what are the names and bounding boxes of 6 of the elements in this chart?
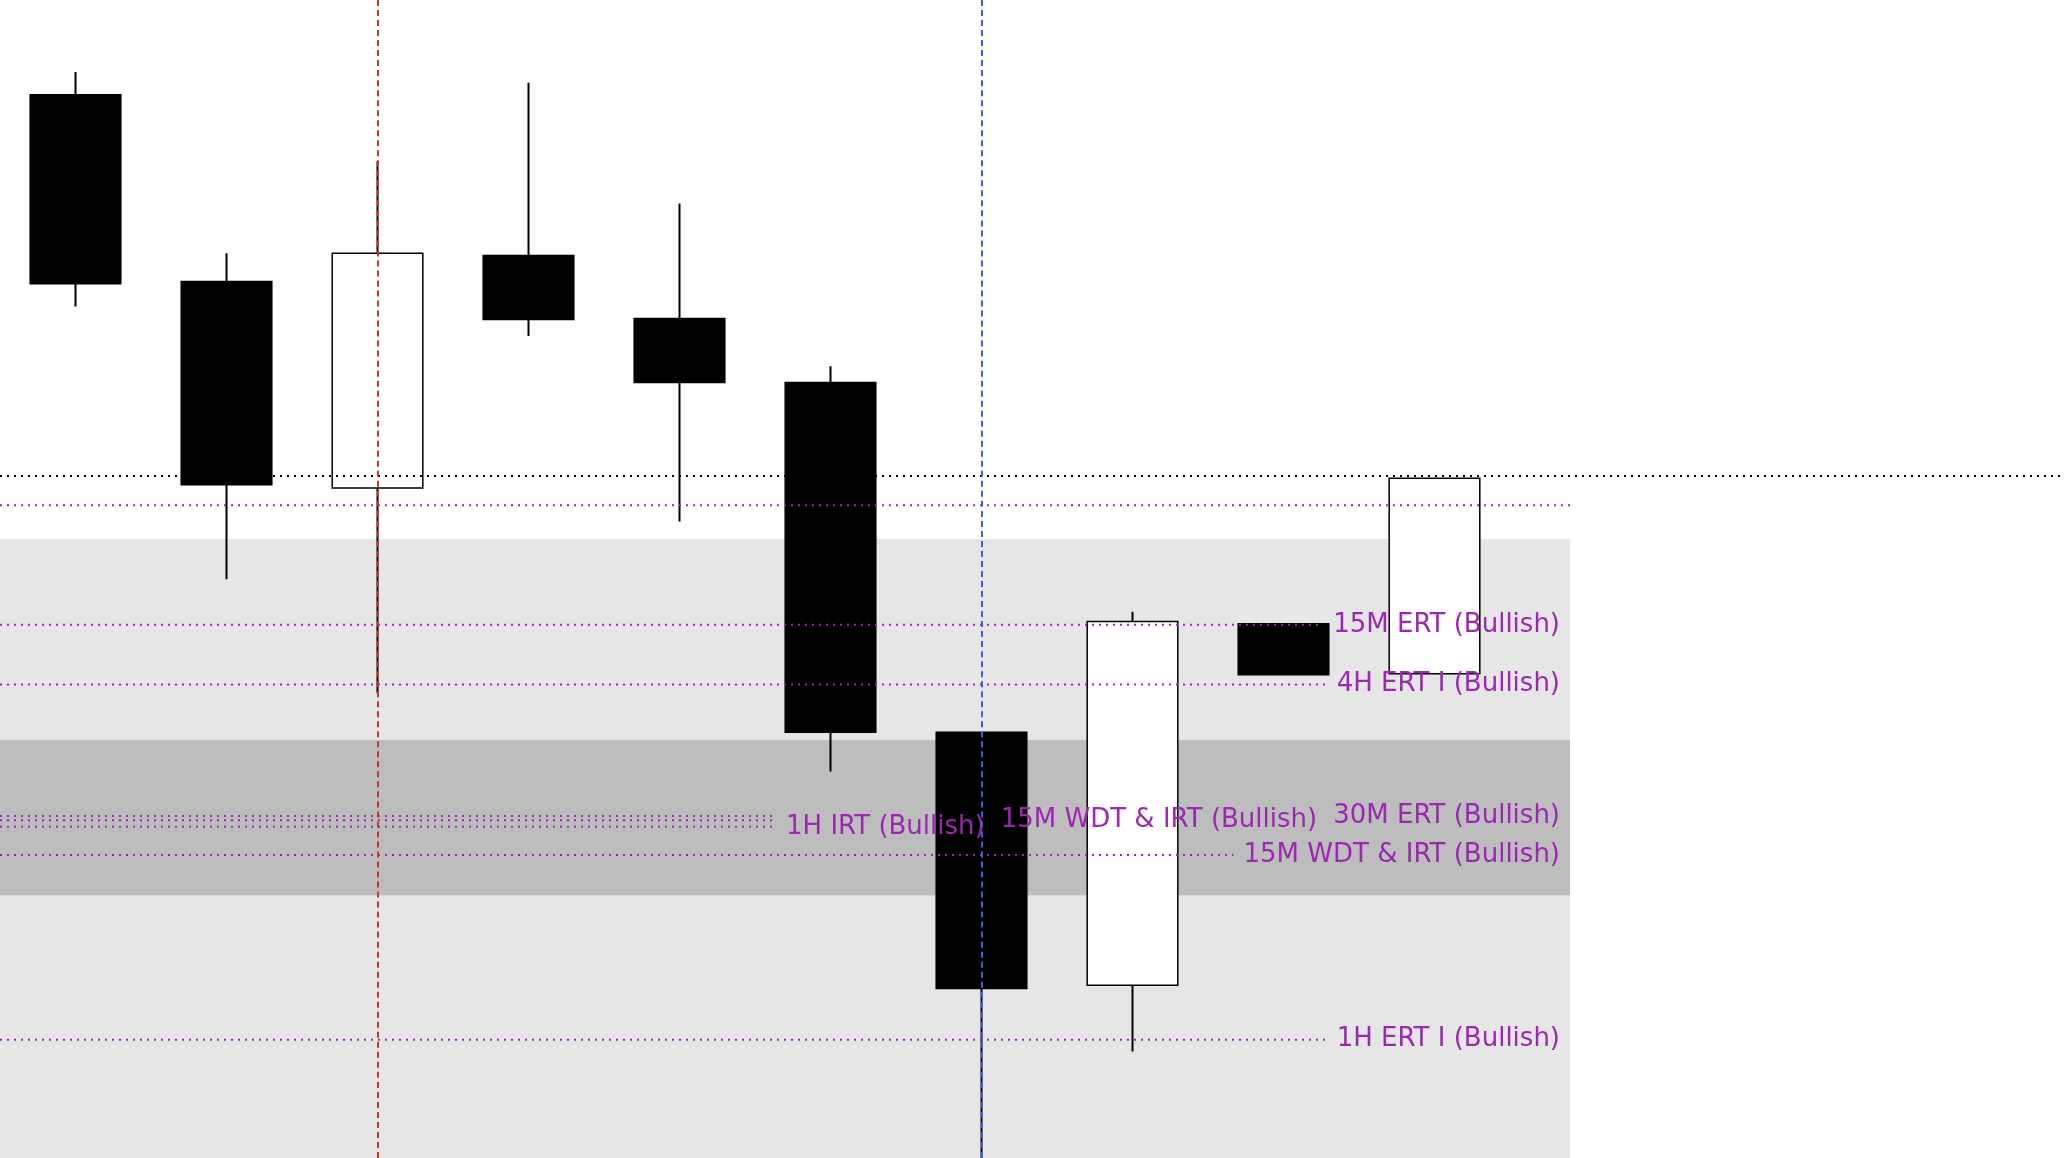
ref-line-label: 4H ERT I (Bullish)	[1336, 667, 1561, 698]
ref-line-label: 1H ERT I (Bullish)	[1336, 1022, 1561, 1053]
ref-line-label: 15M WDT & IRT (Bullish)	[1243, 837, 1560, 868]
candlestick	[482, 81, 575, 337]
ref-line-label: 30M ERT (Bullish)	[1333, 798, 1560, 829]
candlestick	[29, 71, 122, 308]
